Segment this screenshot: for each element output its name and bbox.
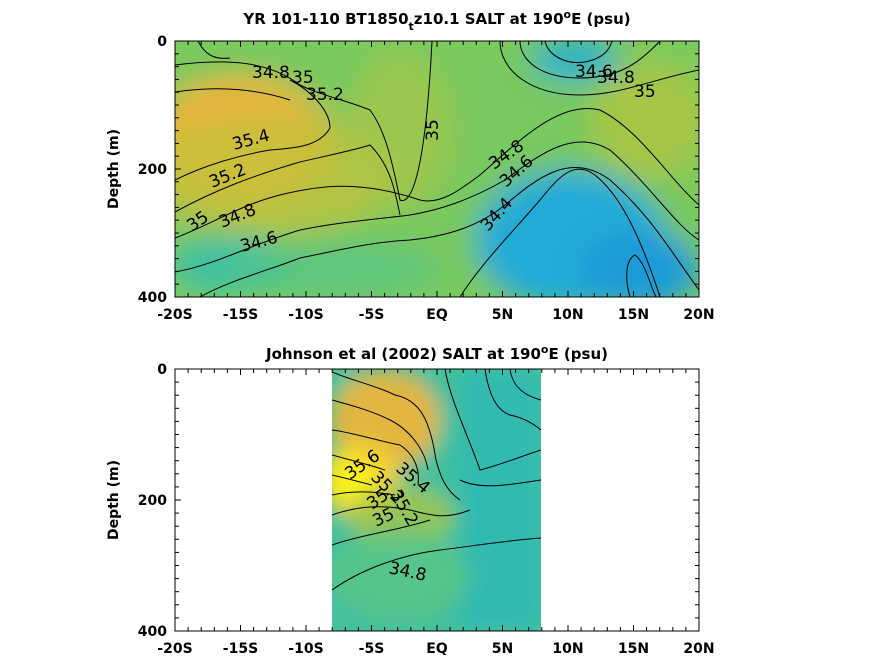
top-x-tick-label: EQ — [426, 307, 448, 323]
top-x-tick-label: 10N — [552, 307, 583, 323]
bottom-x-tick-label: 5N — [492, 641, 513, 656]
bottom-y-tick-label: 200 — [138, 493, 167, 509]
contour-label: 35 — [423, 119, 443, 141]
bottom-x-tick-label: -15S — [223, 641, 258, 656]
top-panel: YR 101-110 BT1850tz10.1 SALT at 190oE (p… — [106, 8, 715, 323]
bottom-x-tick-label: 10N — [552, 641, 583, 656]
bottom-y-axis-label: Depth (m) — [106, 460, 122, 540]
contour-label: 34.6 — [575, 62, 613, 82]
top-x-tick-label: 15N — [618, 307, 649, 323]
top-x-tick-label: -20S — [157, 307, 192, 323]
top-y-axis-label: Depth (m) — [106, 129, 122, 209]
bottom-panel: Johnson et al (2002) SALT at 190oE (psu) — [106, 343, 715, 656]
top-y-tick-label: 0 — [157, 34, 167, 50]
bottom-x-tick-label: -20S — [157, 641, 192, 656]
bottom-x-tick-label: EQ — [426, 641, 448, 656]
top-x-tick-label: -5S — [359, 307, 385, 323]
contour-label: 35 — [292, 68, 314, 88]
bottom-salinity-field: 34.8 35 35 35.2 35.6 35.4 35.2 — [332, 369, 541, 631]
top-y-tick-label: 400 — [138, 290, 167, 306]
top-contours — [175, 41, 699, 297]
contour-label: 35.2 — [306, 85, 344, 105]
bottom-chart-title: Johnson et al (2002) SALT at 190oE (psu) — [265, 343, 608, 363]
contour-label: 35 — [634, 82, 656, 102]
bottom-x-tick-marks: -20S -15S -10S -5S EQ 5N 10N 15N 20N — [157, 369, 715, 656]
bottom-x-tick-label: -10S — [288, 641, 323, 656]
bottom-contours — [332, 369, 541, 591]
contour-label: 34.8 — [252, 63, 290, 83]
top-salinity-field: 34.8 35 35.2 34.6 34.8 35 35 35.4 35.2 3… — [175, 41, 699, 297]
top-x-tick-label: -15S — [223, 307, 258, 323]
top-y-tick-marks: 0 200 400 — [138, 34, 699, 306]
bottom-x-tick-label: -5S — [359, 641, 385, 656]
top-x-tick-label: 20N — [683, 307, 714, 323]
top-chart-title: YR 101-110 BT1850tz10.1 SALT at 190oE (p… — [242, 8, 630, 33]
top-x-tick-label: 5N — [492, 307, 513, 323]
bottom-y-tick-marks: 0 200 400 — [138, 362, 699, 640]
bottom-y-tick-label: 400 — [138, 624, 167, 640]
top-x-tick-label: -10S — [288, 307, 323, 323]
top-x-tick-marks: -20S -15S -10S -5S EQ 5N 10N 15N 20N — [157, 41, 715, 323]
top-y-tick-label: 200 — [138, 162, 167, 178]
bottom-x-tick-label: 15N — [618, 641, 649, 656]
contour-label: 34.8 — [597, 68, 635, 88]
bottom-x-tick-label: 20N — [683, 641, 714, 656]
bottom-y-tick-label: 0 — [157, 362, 167, 378]
